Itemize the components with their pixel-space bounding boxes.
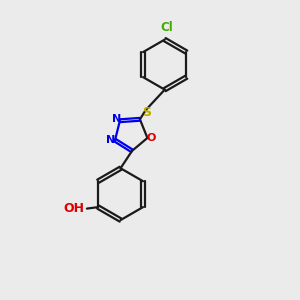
Text: S: S [142,106,151,119]
Text: Cl: Cl [161,21,173,34]
Text: OH: OH [64,202,85,215]
Text: N: N [106,135,115,145]
Text: N: N [112,114,121,124]
Text: O: O [147,133,156,143]
